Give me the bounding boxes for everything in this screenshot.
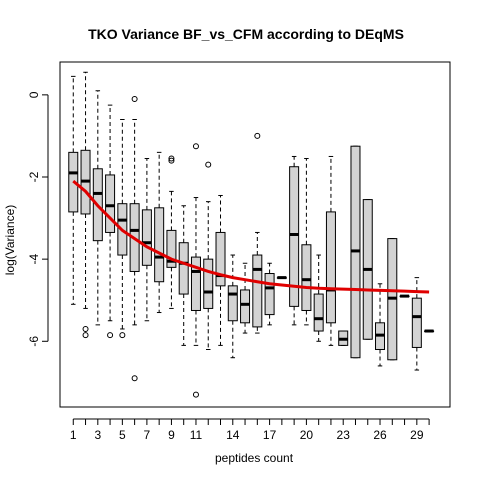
box [313, 293, 324, 332]
box-group [411, 277, 422, 371]
y-tick-label: 0 [27, 91, 41, 98]
box [325, 211, 336, 324]
outlier-point [107, 332, 114, 339]
box [240, 289, 251, 324]
x-tick-label: 29 [410, 428, 424, 442]
box [105, 174, 116, 233]
box-group [227, 254, 238, 359]
outlier-point [254, 132, 261, 139]
box-group [399, 294, 410, 298]
box-group [313, 254, 324, 342]
box-group [424, 329, 435, 333]
box-group [338, 330, 349, 346]
x-tick-label: 5 [119, 428, 126, 442]
x-tick-label: 23 [337, 428, 351, 442]
box-group [289, 155, 300, 326]
axes: 0 -2 -4 -6 1 3 5 7 9 11 14 17 20 23 26 29 [27, 61, 451, 442]
outlier-point [192, 143, 199, 150]
outlier-point [168, 157, 175, 164]
outlier-point [131, 95, 138, 102]
box-group [362, 199, 373, 340]
box-group [276, 276, 287, 280]
outlier-point [82, 325, 89, 332]
box-group [325, 155, 336, 346]
box-group [252, 132, 263, 334]
box-group [166, 155, 177, 309]
y-tick-label: -6 [27, 336, 41, 347]
box-group [350, 145, 361, 359]
x-tick-label: 11 [190, 428, 203, 442]
x-tick-label: 14 [226, 428, 240, 442]
box-group [178, 205, 189, 346]
outlier-point [205, 161, 212, 168]
box [252, 254, 263, 328]
box-group [240, 262, 251, 334]
x-tick-label: 9 [168, 428, 175, 442]
outlier-point [192, 391, 199, 398]
x-tick-label: 20 [300, 428, 314, 442]
x-tick-label: 7 [144, 428, 151, 442]
y-axis-label: log(Variance) [3, 205, 17, 275]
box-group [68, 75, 79, 305]
box [215, 231, 226, 287]
x-tick-label: 3 [94, 428, 101, 442]
plot-frame [59, 61, 451, 408]
x-tick-label: 17 [263, 428, 277, 442]
box [141, 209, 152, 266]
plot-area [68, 71, 435, 398]
box-group [375, 283, 386, 367]
box [411, 297, 422, 348]
box [203, 258, 214, 309]
box-group [215, 194, 226, 346]
outlier-point [168, 155, 175, 162]
y-tick-label: -2 [27, 171, 41, 182]
box [289, 166, 300, 307]
box-group [387, 238, 398, 361]
box [301, 244, 312, 311]
chart-title: TKO Variance BF_vs_CFM according to DEqM… [88, 26, 404, 42]
box-group [141, 158, 152, 322]
box-group [105, 104, 116, 339]
box [227, 285, 238, 322]
y-tick-label: -4 [27, 253, 41, 264]
box [166, 229, 177, 268]
x-axis-label: peptides count [215, 451, 294, 465]
box-group [203, 161, 214, 350]
box [178, 242, 189, 295]
x-tick-label: 26 [373, 428, 387, 442]
fit-line [72, 179, 430, 294]
box [190, 256, 201, 311]
box-group [154, 151, 165, 314]
box-group [264, 262, 275, 326]
box [154, 207, 165, 283]
box [264, 273, 275, 316]
outlier-point [131, 375, 138, 382]
x-tick-label: 1 [70, 428, 77, 442]
box-group [80, 71, 91, 339]
box-group [301, 158, 312, 326]
box-group [190, 143, 201, 398]
outlier-point [119, 332, 126, 339]
outlier-point [82, 332, 89, 339]
